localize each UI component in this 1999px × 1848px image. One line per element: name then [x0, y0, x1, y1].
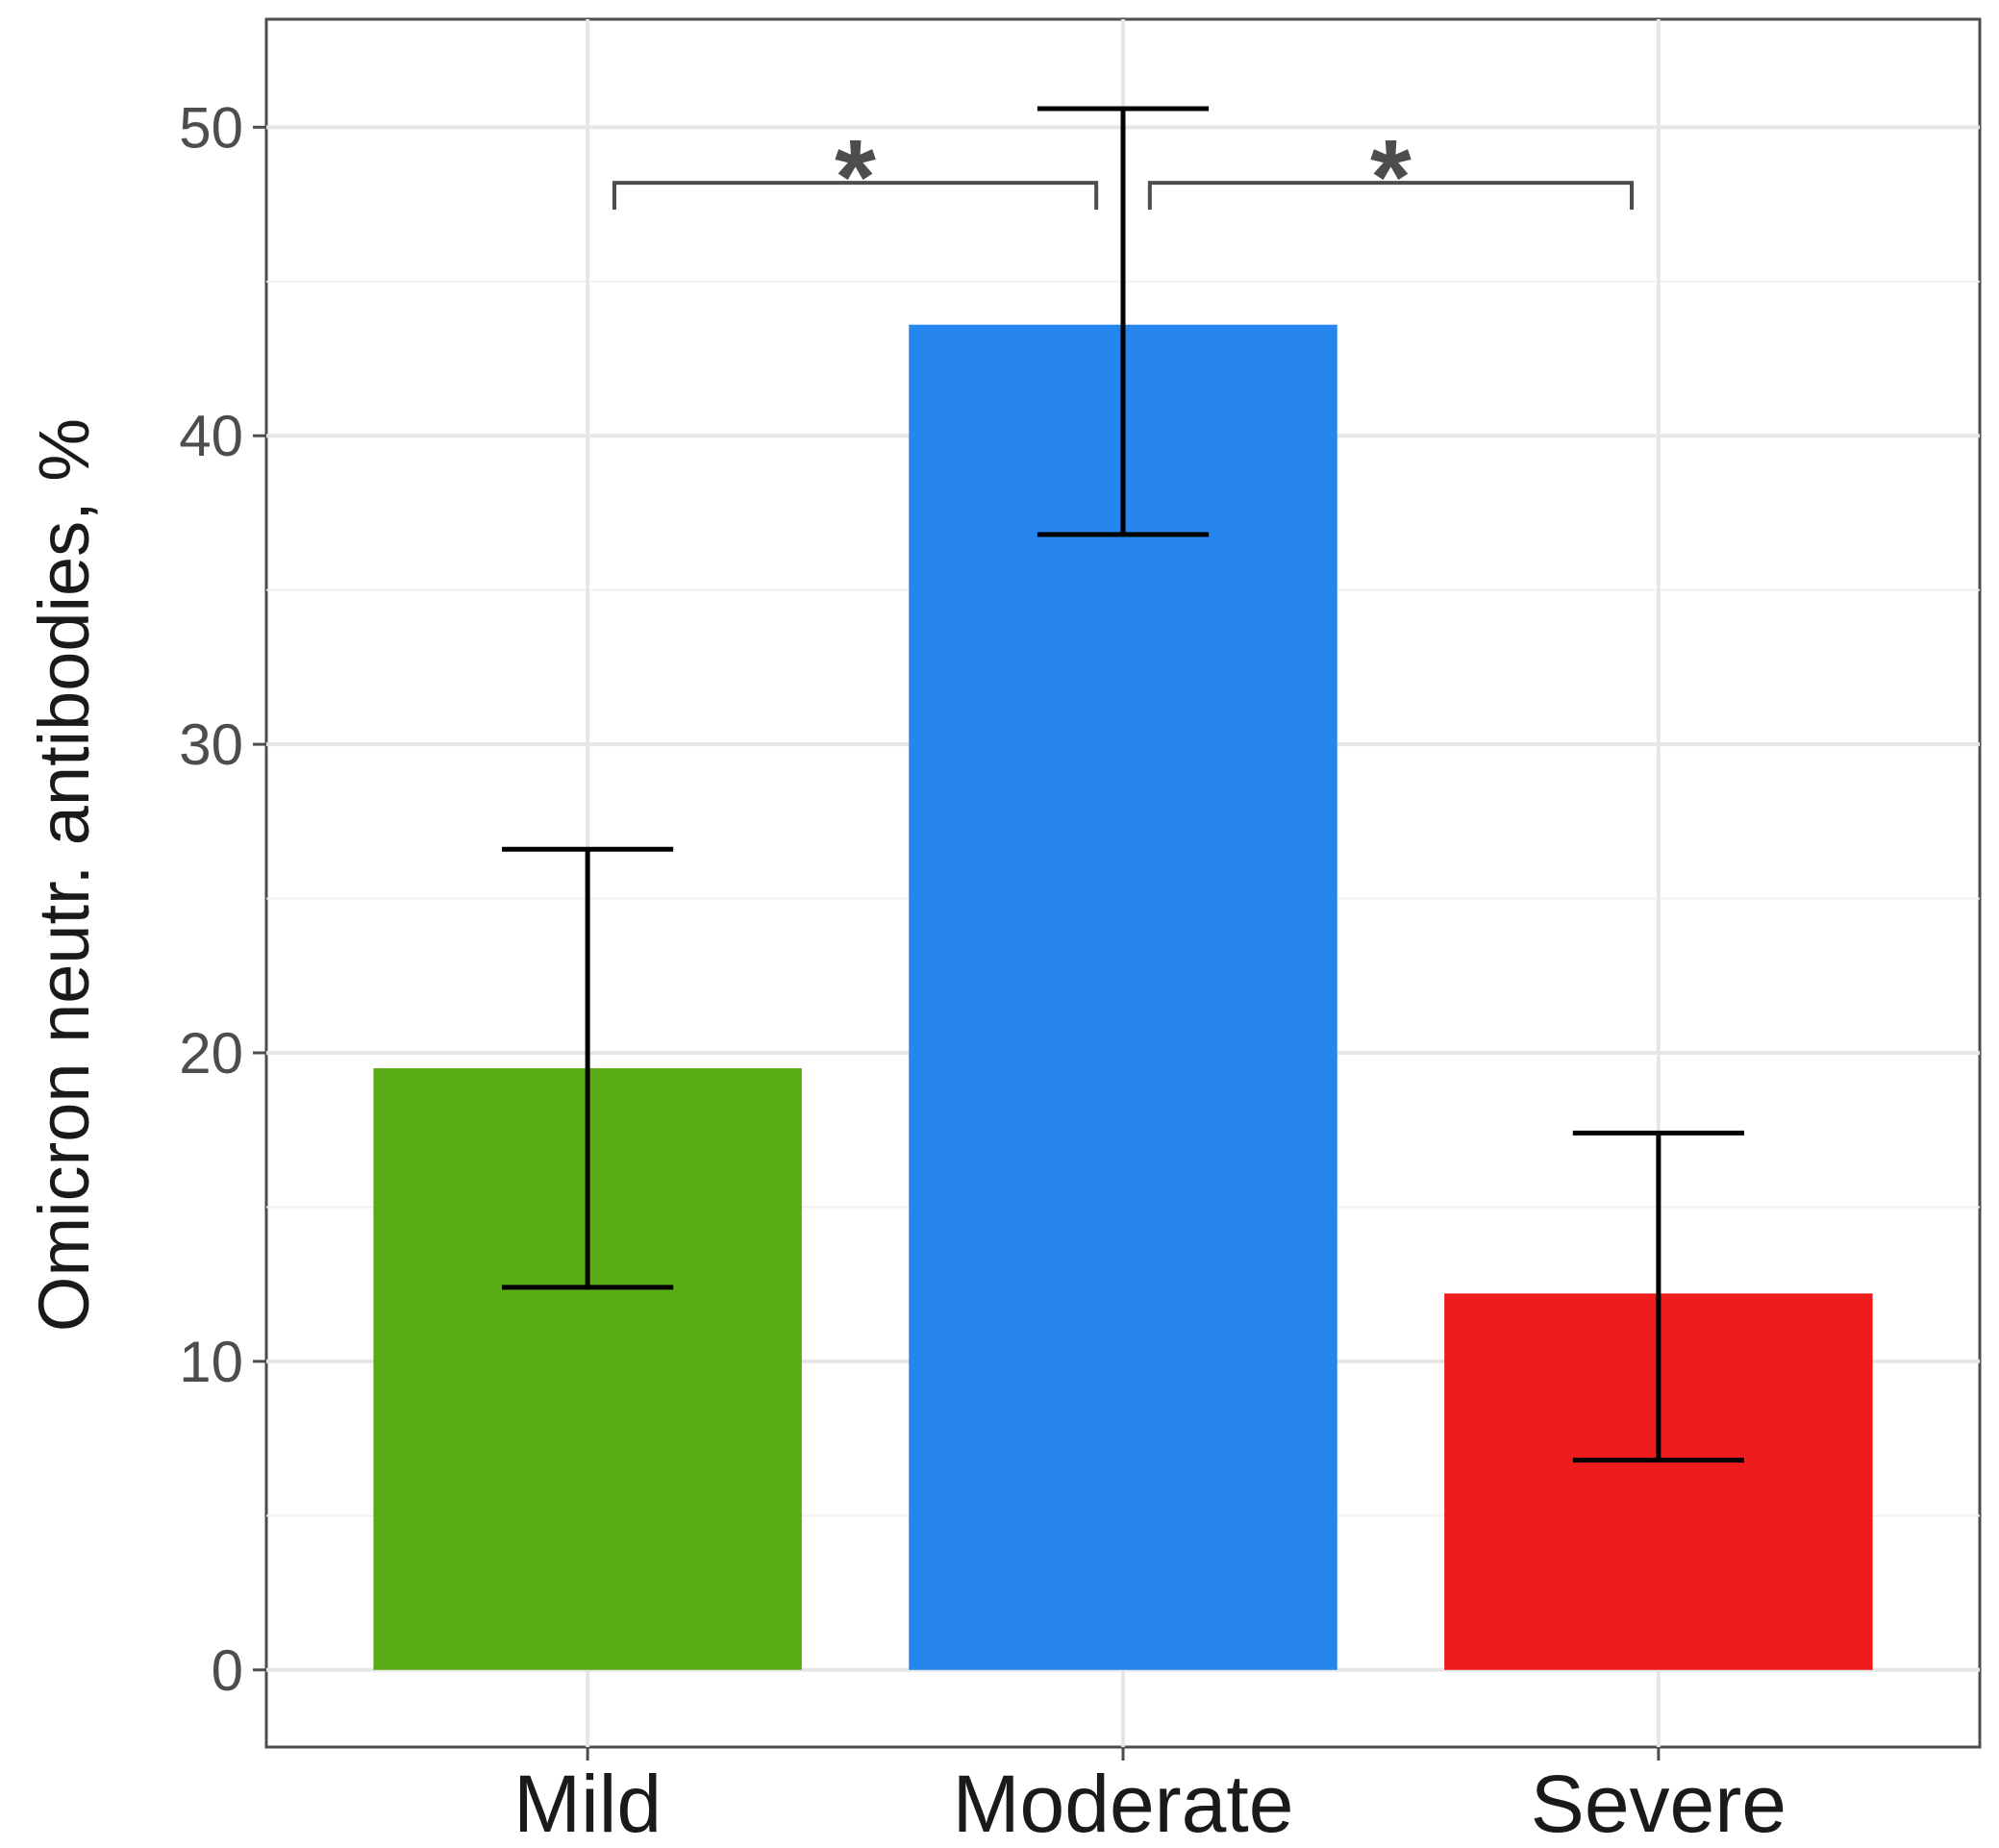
significance-bracket	[1147, 181, 1635, 211]
y-tick-label: 50	[179, 95, 243, 160]
bars	[373, 324, 1873, 1670]
bar-moderate	[909, 324, 1337, 1670]
x-category-label: Severe	[1531, 1759, 1787, 1843]
y-tick-label: 10	[179, 1330, 243, 1394]
significance-brackets: * *	[612, 118, 1635, 237]
y-tick-label: 20	[179, 1021, 243, 1086]
x-category-label: Mild	[513, 1759, 662, 1843]
significance-bracket	[612, 181, 1099, 211]
significance-star-label: *	[1370, 118, 1412, 237]
axes: 0 10 20 30 40 50 Mild Moderate Severe	[179, 95, 1787, 1848]
y-tick-label: 30	[179, 712, 243, 777]
significance-star-label: *	[835, 118, 876, 237]
x-category-label: Moderate	[953, 1759, 1294, 1843]
y-tick-label: 0	[212, 1638, 243, 1703]
error-bars	[502, 106, 1744, 1463]
y-tick-label: 40	[179, 404, 243, 468]
y-axis-title: Omicron neutr. antibodies, %	[24, 418, 104, 1332]
